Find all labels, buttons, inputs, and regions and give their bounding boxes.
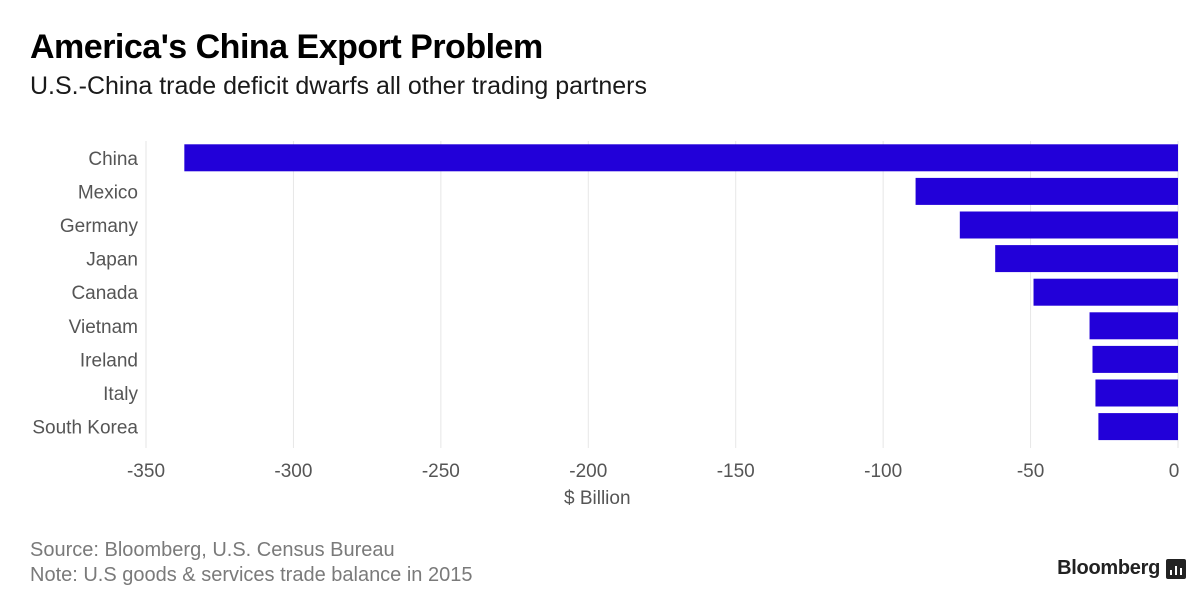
category-label: Vietnam <box>69 317 138 338</box>
x-tick-label: -350 <box>127 461 165 482</box>
data-note: Note: U.S goods & services trade balance… <box>30 564 473 586</box>
brand-name: Bloomberg <box>1057 557 1160 579</box>
category-label: Canada <box>71 283 138 304</box>
bar <box>959 211 1178 239</box>
category-label: Germany <box>60 216 139 237</box>
category-label: Italy <box>103 384 138 405</box>
x-tick-label: -300 <box>274 461 312 482</box>
category-label: Japan <box>86 250 138 271</box>
bar <box>1095 379 1178 407</box>
category-label: Ireland <box>80 350 138 371</box>
bar <box>1089 312 1178 340</box>
x-tick-label: -150 <box>717 461 755 482</box>
footer-notes: Source: Bloomberg, U.S. Census Bureau No… <box>30 538 472 588</box>
x-tick-label: -100 <box>864 461 902 482</box>
bar <box>184 144 1178 172</box>
x-tick-label: -50 <box>1017 461 1044 482</box>
bar <box>1092 345 1178 373</box>
bar <box>1098 413 1178 441</box>
x-tick-label: 0 <box>1169 461 1180 482</box>
bar <box>915 177 1178 205</box>
category-label: China <box>88 149 138 170</box>
x-axis-label: $ Billion <box>564 488 631 509</box>
category-label: South Korea <box>32 418 138 439</box>
bar <box>995 245 1178 273</box>
bar <box>1033 278 1178 306</box>
x-tick-label: -200 <box>569 461 607 482</box>
x-tick-label: -250 <box>422 461 460 482</box>
category-label: Mexico <box>78 182 138 203</box>
chart-subtitle: U.S.-China trade deficit dwarfs all othe… <box>30 72 647 100</box>
brand-logo: Bloomberg <box>1057 557 1186 580</box>
source-note: Source: Bloomberg, U.S. Census Bureau <box>30 539 395 561</box>
bloomberg-terminal-icon <box>1166 558 1186 579</box>
bar-chart: China Mexico Germany Japan Canada Vietnam Irel… <box>32 141 1180 509</box>
chart-title: America's China Export Problem <box>30 28 543 66</box>
